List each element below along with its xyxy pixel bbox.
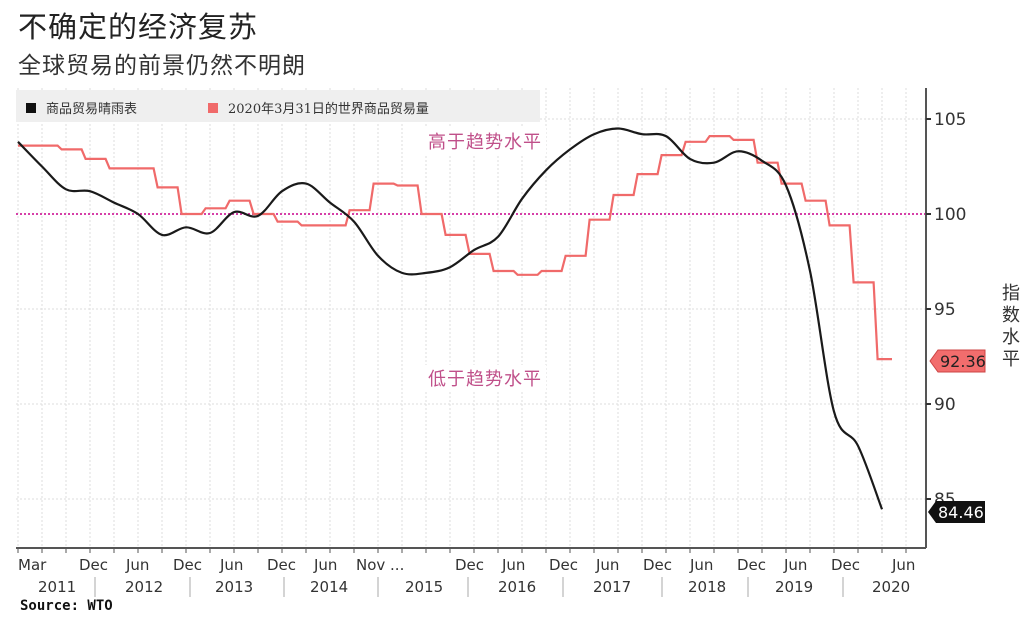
y-tick-label: 95 [934, 300, 956, 320]
x-month-label: Dec [79, 556, 108, 574]
x-month-label: Jun [891, 556, 915, 574]
chart-subtitle: 全球贸易的前景仍然不明朗 [18, 53, 306, 79]
y-axis-label: 指数水平 [1002, 283, 1020, 370]
x-axis-ticks: Mar Dec Jun Dec Jun Dec Jun Nov ... Dec Jun Dec Jun… [17, 548, 915, 597]
y-tick-label: 100 [934, 205, 966, 225]
y-tick-label: 105 [934, 110, 966, 130]
x-year-label: 2017 [593, 578, 631, 596]
x-year-label: 2020 [872, 578, 910, 596]
trade-volume-badge-text: 92.36 [940, 352, 986, 371]
x-month-label: Jun [313, 556, 337, 574]
x-month-label: Jun [689, 556, 713, 574]
legend-item-barometer: 商品贸易晴雨表 [26, 98, 137, 117]
x-year-label: 2012 [125, 578, 163, 596]
x-month-label: Jun [125, 556, 149, 574]
y-tick-label: 90 [934, 395, 956, 415]
x-year-label: 2014 [310, 578, 348, 596]
x-month-label: Dec [267, 556, 296, 574]
x-month-label: Jun [783, 556, 807, 574]
source-note: Source: WTO [20, 598, 113, 614]
x-year-label: 2016 [498, 578, 536, 596]
x-year-label: 2015 [405, 578, 443, 596]
x-month-label: Mar [18, 556, 47, 574]
legend-item-trade-volume: 2020年3月31日的世界商品贸易量 [208, 98, 429, 117]
x-month-label: Dec [173, 556, 202, 574]
x-month-label: Nov ... [356, 556, 404, 574]
x-month-label: Jun [595, 556, 619, 574]
x-month-label: Jun [219, 556, 243, 574]
x-month-label: Dec [737, 556, 766, 574]
x-month-label: Dec [831, 556, 860, 574]
x-year-label: 2011 [38, 578, 76, 596]
barometer-last-value-badge: 84.46 [928, 501, 985, 523]
x-month-label: Dec [643, 556, 672, 574]
gridlines [16, 88, 925, 548]
legend-label: 商品贸易晴雨表 [46, 102, 138, 117]
trade-volume-last-value-badge: 92.36 [929, 349, 986, 373]
x-month-label: Dec [549, 556, 578, 574]
trade-volume-line [18, 135, 892, 361]
chart-legend: 商品贸易晴雨表 2020年3月31日的世界商品贸易量 [16, 90, 540, 122]
barometer-line [17, 127, 884, 510]
legend-swatch-black-icon [26, 102, 36, 113]
annotation-below-trend: 低于趋势水平 [424, 365, 546, 391]
legend-label: 2020年3月31日的世界商品贸易量 [228, 102, 429, 117]
legend-swatch-red-icon [208, 102, 218, 113]
x-month-label: Dec [455, 556, 484, 574]
x-month-label: Jun [501, 556, 525, 574]
x-year-label: 2018 [688, 578, 726, 596]
x-year-label: 2013 [215, 578, 253, 596]
barometer-badge-text: 84.46 [938, 503, 984, 522]
chart-title: 不确定的经济复苏 [18, 10, 259, 44]
annotation-above-trend: 高于趋势水平 [424, 128, 546, 154]
x-year-label: 2019 [775, 578, 813, 596]
